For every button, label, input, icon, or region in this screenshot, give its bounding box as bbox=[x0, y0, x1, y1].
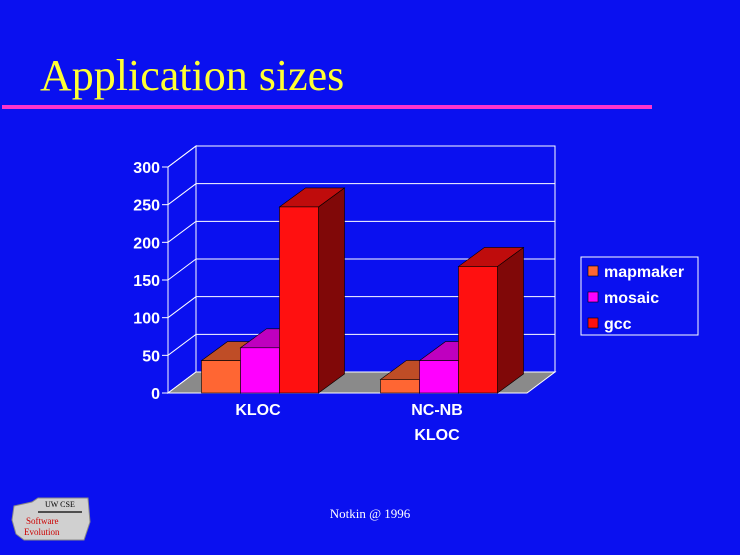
slide-title: Application sizes bbox=[40, 51, 345, 100]
title-rule bbox=[2, 105, 652, 109]
footer-credit: Notkin @ 1996 bbox=[329, 506, 411, 521]
bar-mosaic bbox=[240, 347, 280, 394]
gridline bbox=[167, 183, 555, 206]
y-tick-label: 200 bbox=[133, 235, 160, 252]
y-tick-label: 150 bbox=[133, 273, 160, 290]
washington-map-icon bbox=[11, 497, 91, 541]
y-tick-label: 100 bbox=[133, 311, 160, 328]
x-category-label: NC-NB bbox=[411, 402, 463, 419]
x-category-label: KLOC bbox=[414, 427, 460, 444]
gridline bbox=[167, 145, 555, 168]
bar-side bbox=[318, 187, 345, 394]
legend-swatch-gcc bbox=[587, 317, 599, 329]
legend-swatch-mapmaker bbox=[587, 265, 599, 277]
y-tick-label: 250 bbox=[133, 198, 160, 215]
legend-label-gcc: gcc bbox=[604, 316, 632, 333]
legend-box bbox=[580, 256, 699, 336]
logo-line1: Software bbox=[26, 516, 59, 526]
gridline bbox=[167, 220, 555, 243]
legend-label-mapmaker: mapmaker bbox=[604, 264, 684, 281]
bar-mapmaker bbox=[201, 360, 241, 394]
logo-top-text: UW CSE bbox=[45, 500, 75, 509]
gridline bbox=[167, 333, 555, 356]
uw-cse-logo: UW CSE Software Evolution bbox=[8, 496, 96, 542]
y-tick-label: 300 bbox=[133, 160, 160, 177]
legend-label-mosaic: mosaic bbox=[604, 290, 659, 307]
bar-side bbox=[497, 246, 524, 394]
bar-gcc bbox=[279, 206, 319, 394]
legend-swatch-mosaic bbox=[587, 291, 599, 303]
y-tick-label: 0 bbox=[151, 386, 160, 403]
x-category-label: KLOC bbox=[235, 402, 281, 419]
bar-mapmaker bbox=[380, 379, 420, 394]
y-tick-label: 50 bbox=[142, 348, 160, 365]
logo-line2: Evolution bbox=[24, 527, 60, 537]
gridline bbox=[167, 258, 555, 281]
bar-gcc bbox=[458, 266, 498, 394]
gridline bbox=[167, 296, 555, 319]
bar-mosaic bbox=[419, 360, 459, 394]
